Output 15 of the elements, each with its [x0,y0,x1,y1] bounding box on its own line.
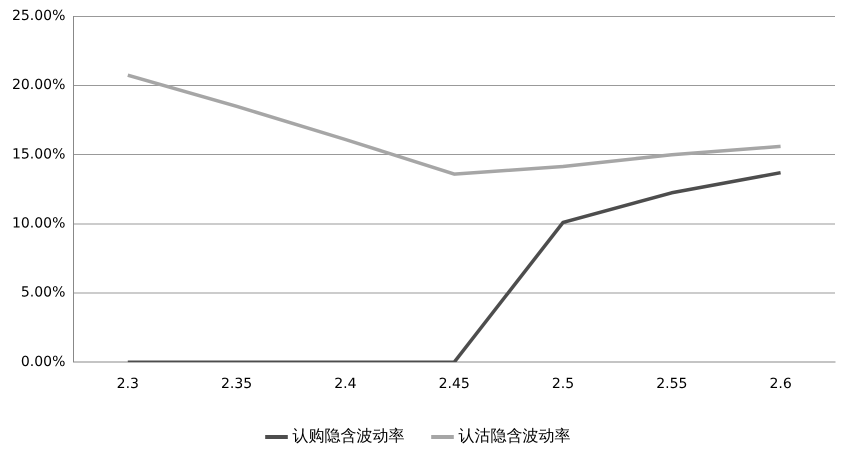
y-tick-label: 0.00% [20,354,66,370]
x-tick-label: 2.55 [656,376,688,392]
y-tick-label: 10.00% [12,216,66,232]
x-tick-label: 2.35 [221,376,252,392]
legend-label: 认沽隐含波动率 [458,426,570,446]
x-tick-label: 2.6 [769,376,792,392]
legend-label: 认购隐含波动率 [292,426,404,446]
y-tick-label: 20.00% [12,77,66,94]
x-tick-label: 2.5 [552,376,574,392]
x-tick-label: 2.3 [116,376,139,392]
x-tick-label: 2.4 [334,376,357,392]
y-tick-label: 5.00% [20,284,66,301]
y-tick-label: 25.00% [12,8,66,24]
x-tick-label: 2.45 [438,376,470,392]
y-tick-label: 15.00% [12,146,66,162]
